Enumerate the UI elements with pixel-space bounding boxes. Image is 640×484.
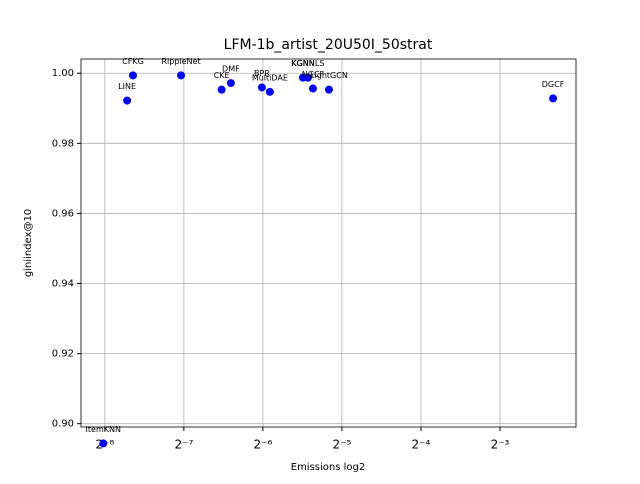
point-label: KGNNLS xyxy=(291,59,324,68)
point-label: NGCF xyxy=(302,70,325,79)
point-label: LightGCN xyxy=(310,71,348,80)
y-tick-label: 0.98 xyxy=(52,138,74,149)
point-label: KGNN xyxy=(291,59,314,68)
point xyxy=(99,439,108,448)
y-tick-label: 0.94 xyxy=(52,279,74,290)
y-tick-label: 0.92 xyxy=(52,349,74,360)
y-tick-label: 0.96 xyxy=(52,208,74,219)
point-label: BPR xyxy=(254,69,270,78)
x-tick-label: 2⁻⁴ xyxy=(412,438,431,452)
y-tick-label: 0.90 xyxy=(52,419,74,430)
y-axis-label: giniindex@10 xyxy=(23,209,34,277)
point-label: LINE xyxy=(118,82,136,91)
point-label: ItemKNN xyxy=(86,425,121,434)
point xyxy=(549,94,558,103)
point-label: DGCF xyxy=(542,80,565,89)
y-tick-label: 1.00 xyxy=(52,68,74,79)
point xyxy=(324,85,333,94)
point-label: RippleNet xyxy=(161,57,200,66)
x-tick-label: 2⁻⁶ xyxy=(254,438,273,452)
point-label: MultiDAE xyxy=(252,73,288,82)
point xyxy=(177,71,186,80)
x-tick-label: 2⁻⁵ xyxy=(333,438,352,452)
point xyxy=(308,84,317,93)
point xyxy=(257,83,266,92)
x-tick-label: 2⁻³ xyxy=(491,438,510,452)
point xyxy=(303,73,312,82)
plot-frame xyxy=(80,58,577,428)
point xyxy=(128,71,137,80)
x-tick-label: 2⁻⁷ xyxy=(174,438,193,452)
point xyxy=(217,85,226,94)
point xyxy=(123,96,132,105)
point-label: CFKG xyxy=(122,57,144,66)
point xyxy=(226,79,235,88)
x-axis-label: Emissions log2 xyxy=(291,462,366,473)
chart-title: LFM-1b_artist_20U50I_50strat xyxy=(224,37,433,53)
point-label: CKE xyxy=(214,71,230,80)
point-label: DMF xyxy=(222,65,240,74)
point xyxy=(265,87,274,96)
